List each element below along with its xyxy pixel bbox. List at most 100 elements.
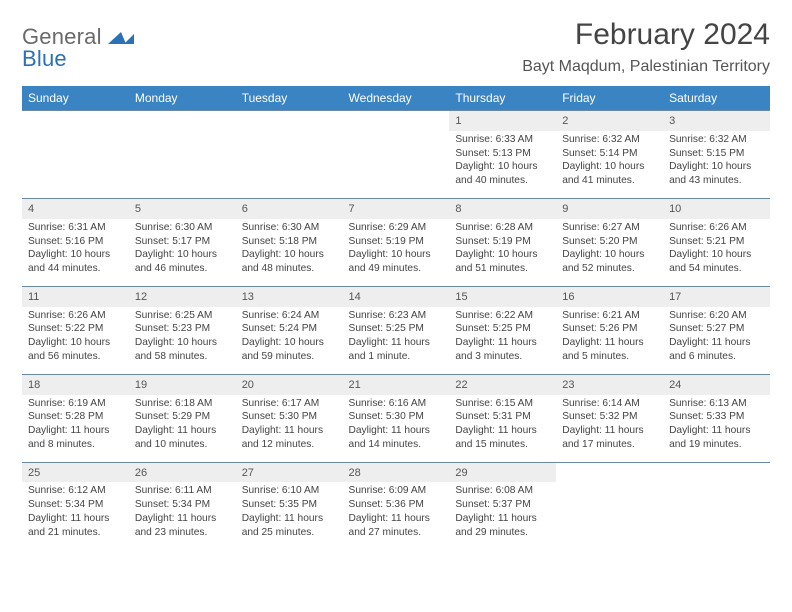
sunrise-text: Sunrise: 6:24 AM — [242, 309, 337, 323]
day-number-cell: 4 — [22, 198, 129, 218]
sunset-text: Sunset: 5:23 PM — [135, 322, 230, 336]
day-detail-cell: Sunrise: 6:15 AMSunset: 5:31 PMDaylight:… — [449, 395, 556, 463]
daylight-text-2: and 17 minutes. — [562, 438, 657, 452]
day-detail-cell: Sunrise: 6:16 AMSunset: 5:30 PMDaylight:… — [343, 395, 450, 463]
day-detail-cell: Sunrise: 6:11 AMSunset: 5:34 PMDaylight:… — [129, 482, 236, 543]
logo-mark — [108, 24, 134, 50]
daylight-text-2: and 10 minutes. — [135, 438, 230, 452]
sunrise-text: Sunrise: 6:16 AM — [349, 397, 444, 411]
daylight-text-2: and 25 minutes. — [242, 526, 337, 540]
day-detail-cell: Sunrise: 6:22 AMSunset: 5:25 PMDaylight:… — [449, 307, 556, 375]
sunset-text: Sunset: 5:28 PM — [28, 410, 123, 424]
sunset-text: Sunset: 5:18 PM — [242, 235, 337, 249]
daylight-text-1: Daylight: 11 hours — [349, 424, 444, 438]
day-number-cell: 13 — [236, 286, 343, 306]
day-detail-cell — [556, 482, 663, 543]
daylight-text-2: and 58 minutes. — [135, 350, 230, 364]
day-number-row: 18192021222324 — [22, 374, 770, 394]
daylight-text-2: and 21 minutes. — [28, 526, 123, 540]
sunset-text: Sunset: 5:25 PM — [349, 322, 444, 336]
day-detail-cell: Sunrise: 6:12 AMSunset: 5:34 PMDaylight:… — [22, 482, 129, 543]
sunset-text: Sunset: 5:29 PM — [135, 410, 230, 424]
daylight-text-1: Daylight: 10 hours — [135, 248, 230, 262]
daylight-text-1: Daylight: 10 hours — [562, 248, 657, 262]
day-detail-row: Sunrise: 6:26 AMSunset: 5:22 PMDaylight:… — [22, 307, 770, 375]
sunrise-text: Sunrise: 6:30 AM — [242, 221, 337, 235]
sunset-text: Sunset: 5:17 PM — [135, 235, 230, 249]
day-number-cell — [556, 462, 663, 482]
daylight-text-1: Daylight: 11 hours — [669, 424, 764, 438]
day-number-cell: 26 — [129, 462, 236, 482]
sunset-text: Sunset: 5:30 PM — [242, 410, 337, 424]
daylight-text-2: and 15 minutes. — [455, 438, 550, 452]
day-detail-cell: Sunrise: 6:23 AMSunset: 5:25 PMDaylight:… — [343, 307, 450, 375]
sunset-text: Sunset: 5:36 PM — [349, 498, 444, 512]
daylight-text-2: and 44 minutes. — [28, 262, 123, 276]
sunset-text: Sunset: 5:24 PM — [242, 322, 337, 336]
day-number-cell: 22 — [449, 374, 556, 394]
weekday-header: Wednesday — [343, 86, 450, 111]
day-detail-cell: Sunrise: 6:31 AMSunset: 5:16 PMDaylight:… — [22, 219, 129, 287]
day-number-row: 11121314151617 — [22, 286, 770, 306]
sunrise-text: Sunrise: 6:08 AM — [455, 484, 550, 498]
day-detail-cell — [663, 482, 770, 543]
page: General Blue February 2024 Bayt Maqdum, … — [0, 0, 792, 544]
daylight-text-1: Daylight: 11 hours — [349, 512, 444, 526]
day-number-cell: 27 — [236, 462, 343, 482]
daylight-text-2: and 48 minutes. — [242, 262, 337, 276]
day-number-cell: 1 — [449, 111, 556, 131]
day-number-cell: 14 — [343, 286, 450, 306]
sunset-text: Sunset: 5:32 PM — [562, 410, 657, 424]
day-number-cell: 29 — [449, 462, 556, 482]
day-number-cell: 7 — [343, 198, 450, 218]
daylight-text-2: and 51 minutes. — [455, 262, 550, 276]
daylight-text-1: Daylight: 11 hours — [242, 424, 337, 438]
day-number-cell: 25 — [22, 462, 129, 482]
daylight-text-2: and 56 minutes. — [28, 350, 123, 364]
sunset-text: Sunset: 5:16 PM — [28, 235, 123, 249]
sunrise-text: Sunrise: 6:23 AM — [349, 309, 444, 323]
day-detail-cell — [343, 131, 450, 199]
daylight-text-2: and 6 minutes. — [669, 350, 764, 364]
sunset-text: Sunset: 5:19 PM — [349, 235, 444, 249]
daylight-text-2: and 29 minutes. — [455, 526, 550, 540]
day-number-row: 2526272829 — [22, 462, 770, 482]
day-detail-cell: Sunrise: 6:32 AMSunset: 5:15 PMDaylight:… — [663, 131, 770, 199]
calendar-table: Sunday Monday Tuesday Wednesday Thursday… — [22, 86, 770, 544]
day-detail-cell: Sunrise: 6:09 AMSunset: 5:36 PMDaylight:… — [343, 482, 450, 543]
sunrise-text: Sunrise: 6:31 AM — [28, 221, 123, 235]
sunrise-text: Sunrise: 6:14 AM — [562, 397, 657, 411]
daylight-text-2: and 19 minutes. — [669, 438, 764, 452]
sunrise-text: Sunrise: 6:32 AM — [669, 133, 764, 147]
day-number-cell — [663, 462, 770, 482]
sunrise-text: Sunrise: 6:28 AM — [455, 221, 550, 235]
daylight-text-2: and 41 minutes. — [562, 174, 657, 188]
day-detail-row: Sunrise: 6:33 AMSunset: 5:13 PMDaylight:… — [22, 131, 770, 199]
day-number-cell: 15 — [449, 286, 556, 306]
sunset-text: Sunset: 5:22 PM — [28, 322, 123, 336]
sunrise-text: Sunrise: 6:12 AM — [28, 484, 123, 498]
header: General Blue February 2024 Bayt Maqdum, … — [22, 18, 770, 76]
daylight-text-2: and 3 minutes. — [455, 350, 550, 364]
day-number-cell: 9 — [556, 198, 663, 218]
daylight-text-2: and 1 minute. — [349, 350, 444, 364]
day-number-cell: 8 — [449, 198, 556, 218]
sunset-text: Sunset: 5:25 PM — [455, 322, 550, 336]
daylight-text-2: and 8 minutes. — [28, 438, 123, 452]
day-number-row: 45678910 — [22, 198, 770, 218]
daylight-text-2: and 49 minutes. — [349, 262, 444, 276]
sunrise-text: Sunrise: 6:20 AM — [669, 309, 764, 323]
day-detail-cell: Sunrise: 6:21 AMSunset: 5:26 PMDaylight:… — [556, 307, 663, 375]
sunset-text: Sunset: 5:30 PM — [349, 410, 444, 424]
day-number-cell — [236, 111, 343, 131]
sunset-text: Sunset: 5:13 PM — [455, 147, 550, 161]
day-number-cell: 10 — [663, 198, 770, 218]
day-detail-cell: Sunrise: 6:30 AMSunset: 5:18 PMDaylight:… — [236, 219, 343, 287]
day-detail-cell — [236, 131, 343, 199]
weekday-header-row: Sunday Monday Tuesday Wednesday Thursday… — [22, 86, 770, 111]
day-number-cell: 20 — [236, 374, 343, 394]
day-detail-row: Sunrise: 6:12 AMSunset: 5:34 PMDaylight:… — [22, 482, 770, 543]
daylight-text-1: Daylight: 10 hours — [349, 248, 444, 262]
day-detail-cell: Sunrise: 6:18 AMSunset: 5:29 PMDaylight:… — [129, 395, 236, 463]
day-detail-cell: Sunrise: 6:25 AMSunset: 5:23 PMDaylight:… — [129, 307, 236, 375]
